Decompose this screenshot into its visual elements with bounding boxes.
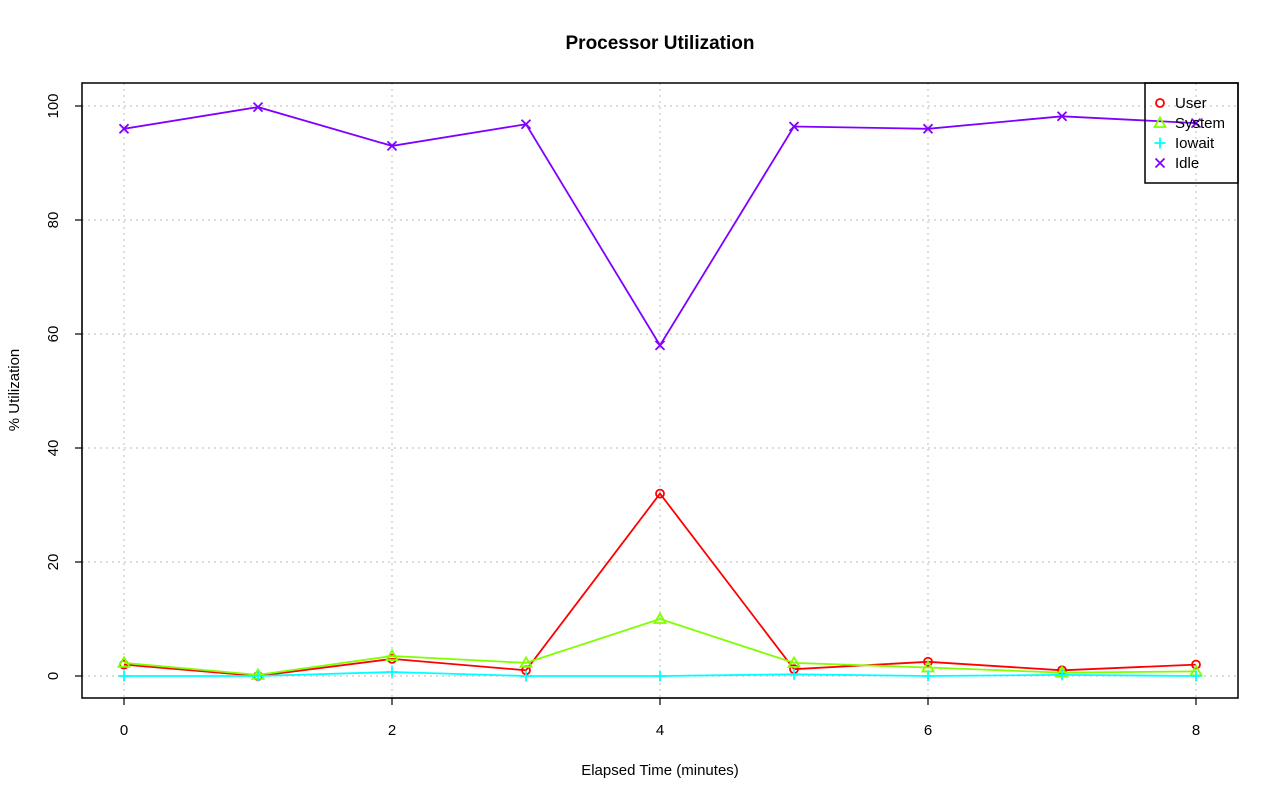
legend-label-idle: Idle (1175, 155, 1199, 172)
data-point-system (116, 655, 132, 668)
x-tick-label: 8 (1192, 722, 1200, 739)
y-tick-label: 60 (45, 326, 62, 343)
series-user (119, 488, 1201, 681)
y-tick-label: 80 (45, 212, 62, 229)
legend-marker-iowait (1154, 137, 1166, 149)
data-point-iowait (654, 670, 666, 682)
data-point-iowait (922, 670, 934, 682)
series-layer (116, 102, 1204, 682)
data-point-idle (1056, 111, 1068, 122)
legend-label-system: System (1175, 115, 1225, 132)
data-point-iowait (252, 670, 264, 682)
data-point-iowait (788, 668, 800, 680)
data-point-iowait (1190, 670, 1202, 682)
legend-marker-user (1155, 98, 1165, 108)
x-axis: 0 2 4 6 8 (120, 697, 1200, 739)
x-axis-label: Elapsed Time (minutes) (581, 762, 739, 779)
data-point-iowait (118, 670, 130, 682)
data-point-idle (788, 121, 800, 132)
data-point-idle (654, 340, 666, 351)
x-tick-label: 2 (388, 722, 396, 739)
legend-item-idle: Idle (1154, 155, 1199, 172)
x-tick-label: 0 (120, 722, 128, 739)
data-point-idle (520, 119, 532, 130)
data-point-user (923, 656, 933, 667)
x-tick-label: 6 (924, 722, 932, 739)
data-point-user (655, 488, 665, 499)
legend-label-iowait: Iowait (1175, 135, 1215, 152)
legend-label-user: User (1175, 95, 1207, 112)
data-point-system (518, 655, 534, 668)
data-point-iowait (1056, 669, 1068, 681)
series-line-idle (123, 106, 1197, 348)
data-point-iowait (386, 666, 398, 678)
data-point-system (652, 611, 668, 624)
legend-marker-idle (1154, 157, 1166, 169)
y-tick-label: 20 (45, 554, 62, 571)
legend-item-system: System (1152, 115, 1225, 132)
data-point-user (1191, 659, 1201, 670)
series-line-system (123, 618, 1197, 676)
y-tick-label: 40 (45, 440, 62, 457)
y-tick-label: 100 (45, 93, 62, 118)
data-point-idle (118, 123, 130, 134)
data-point-system (384, 648, 400, 661)
x-tick-label: 4 (656, 722, 664, 739)
data-point-idle (252, 102, 264, 113)
data-point-iowait (520, 670, 532, 682)
y-axis-label: % Utilization (6, 349, 23, 432)
data-point-system (786, 655, 802, 668)
data-point-idle (386, 140, 398, 152)
series-iowait (118, 666, 1202, 682)
series-idle (118, 102, 1202, 351)
chart-title: Processor Utilization (566, 33, 755, 54)
data-point-idle (1190, 117, 1202, 129)
legend-item-user: User (1155, 95, 1207, 112)
data-point-idle (922, 123, 934, 134)
legend-box (1144, 82, 1239, 184)
y-tick-label: 0 (45, 672, 62, 680)
y-axis: 0 20 40 60 80 100 (45, 93, 83, 680)
series-line-user (123, 492, 1197, 677)
legend: User System Iowait Idle (1144, 82, 1239, 184)
grid (82, 83, 1238, 698)
legend-marker-system (1152, 115, 1168, 128)
legend-item-iowait: Iowait (1154, 135, 1215, 152)
